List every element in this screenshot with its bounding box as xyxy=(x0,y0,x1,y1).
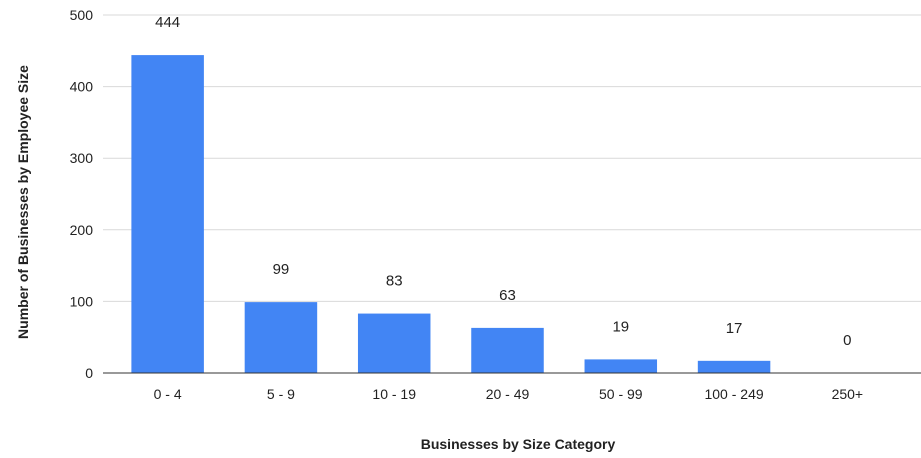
data-label: 63 xyxy=(499,287,516,304)
data-label: 19 xyxy=(612,318,629,335)
bar xyxy=(584,359,658,373)
y-tick-label: 400 xyxy=(70,79,94,95)
bars xyxy=(131,55,771,373)
x-tick-label: 20 - 49 xyxy=(486,386,530,402)
bar xyxy=(131,55,204,373)
y-axis-title: Number of Businesses by Employee Size xyxy=(15,65,31,339)
x-tick-label: 5 - 9 xyxy=(267,386,295,402)
x-tick-label: 250+ xyxy=(832,386,864,402)
data-label: 0 xyxy=(843,332,851,349)
gridlines xyxy=(103,14,921,302)
data-labels: 444 99 83 63 19 17 0 xyxy=(155,14,851,349)
y-tick-label: 500 xyxy=(70,7,94,23)
data-label: 83 xyxy=(386,273,403,290)
x-tick-label: 100 - 249 xyxy=(704,386,763,402)
bar xyxy=(244,302,318,373)
bar xyxy=(471,327,544,373)
y-tick-label: 200 xyxy=(70,222,94,238)
y-axis-ticks: 0 100 200 300 400 500 xyxy=(70,7,94,381)
y-tick-label: 0 xyxy=(85,365,93,381)
data-label: 444 xyxy=(155,14,180,31)
data-label: 99 xyxy=(273,261,290,278)
bar xyxy=(357,313,431,373)
bar xyxy=(697,360,771,373)
y-tick-label: 100 xyxy=(70,293,94,309)
x-axis-title: Businesses by Size Category xyxy=(421,436,616,452)
y-tick-label: 300 xyxy=(70,150,94,166)
x-axis-ticks: 0 - 4 5 - 9 10 - 19 20 - 49 50 - 99 100 - 249… xyxy=(154,386,863,402)
x-tick-label: 50 - 99 xyxy=(599,386,643,402)
data-label: 17 xyxy=(726,320,743,337)
x-tick-label: 0 - 4 xyxy=(154,386,182,402)
x-tick-label: 10 - 19 xyxy=(372,386,416,402)
